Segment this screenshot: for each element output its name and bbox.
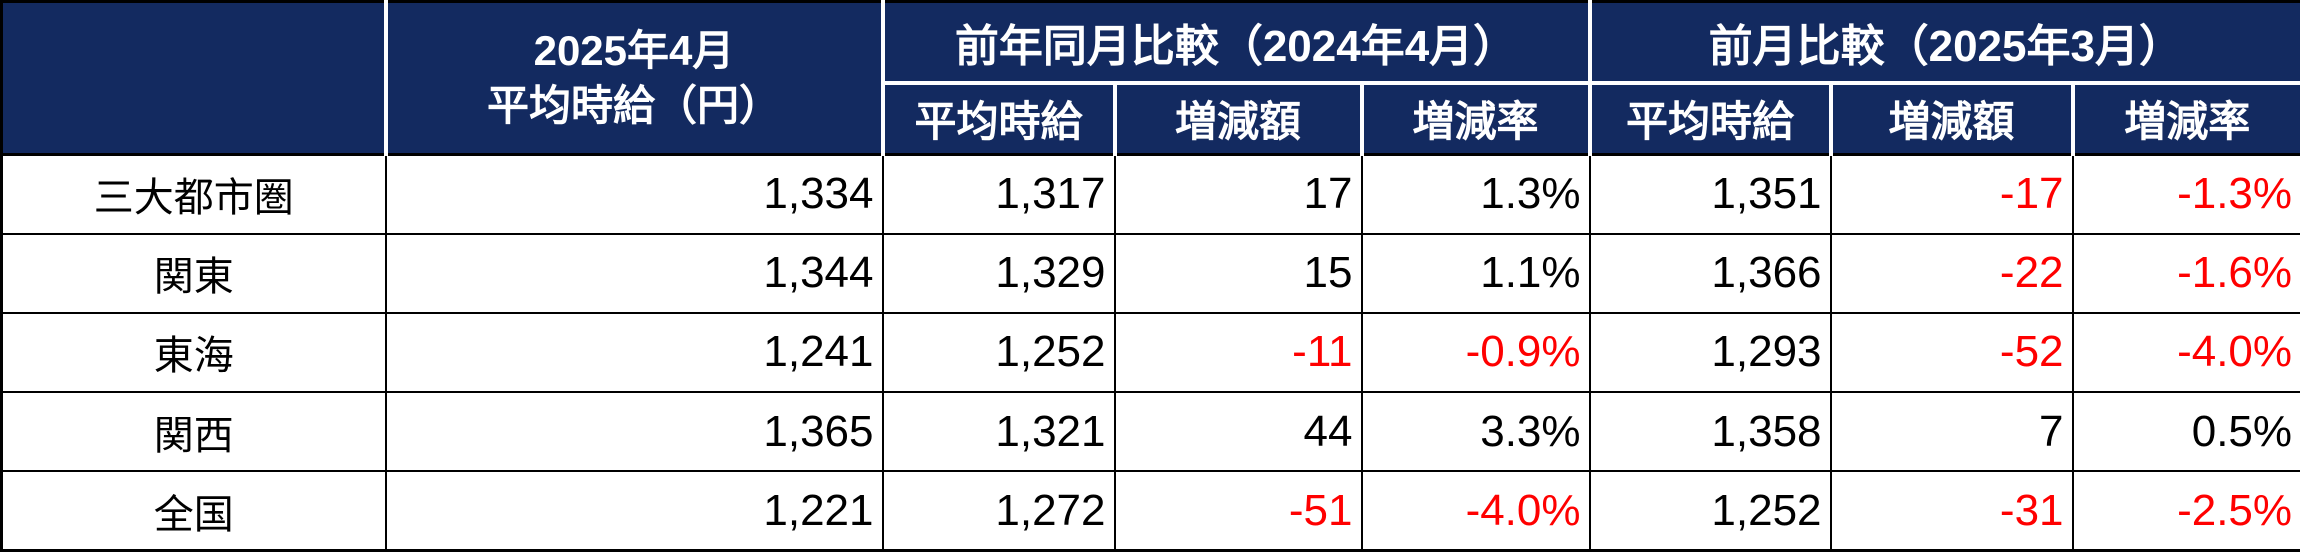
value-cell: 15 bbox=[1113, 232, 1363, 314]
value-cell: 1,321 bbox=[881, 391, 1116, 473]
yoy-diff-amount-header: 増減額 bbox=[1112, 80, 1364, 156]
value-cell: 1,344 bbox=[384, 232, 884, 314]
yoy-avg-wage-header: 平均時給 bbox=[880, 80, 1117, 156]
value-cell: -2.5% bbox=[2071, 470, 2300, 552]
mom-diff-amount-header: 増減額 bbox=[1828, 80, 2075, 156]
mom-avg-wage-header: 平均時給 bbox=[1587, 80, 1833, 156]
yoy-diff-rate-header: 増減率 bbox=[1359, 80, 1592, 156]
value-cell: -17 bbox=[1829, 153, 2074, 235]
value-cell: 44 bbox=[1113, 391, 1363, 473]
header-sub-row: 平均時給 増減額 増減率 平均時給 増減額 増減率 bbox=[2, 80, 2300, 156]
value-cell: 1.3% bbox=[1360, 153, 1591, 235]
region-cell: 関西 bbox=[0, 391, 387, 473]
value-cell: 1,293 bbox=[1588, 311, 1832, 394]
value-cell: -22 bbox=[1829, 232, 2074, 314]
period-header-line1: 2025年4月 bbox=[533, 26, 735, 74]
region-cell: 全国 bbox=[0, 470, 387, 552]
value-cell: -4.0% bbox=[1360, 470, 1591, 552]
value-cell: 1,252 bbox=[881, 311, 1116, 394]
table-row: 関東 1,344 1,329 15 1.1% 1,366 -22 -1.6% bbox=[0, 232, 2300, 314]
value-cell: -51 bbox=[1113, 470, 1363, 552]
header-group-row: 2025年4月 平均時給（円） 前年同月比較（2024年4月） 前月比較（202… bbox=[0, 0, 2300, 156]
value-cell: -4.0% bbox=[2071, 311, 2300, 394]
value-cell: -0.9% bbox=[1360, 311, 1591, 394]
value-cell: 1,317 bbox=[881, 153, 1116, 235]
value-cell: 1,366 bbox=[1588, 232, 1832, 314]
value-cell: 1,241 bbox=[384, 311, 884, 394]
period-header-cell: 2025年4月 平均時給（円） bbox=[383, 0, 885, 156]
region-cell: 関東 bbox=[0, 232, 387, 314]
value-cell: -1.6% bbox=[2071, 232, 2300, 314]
value-cell: 1,329 bbox=[881, 232, 1116, 314]
value-cell: 7 bbox=[1829, 391, 2074, 473]
value-cell: -11 bbox=[1113, 311, 1363, 394]
value-cell: -31 bbox=[1829, 470, 2074, 552]
table-row: 東海 1,241 1,252 -11 -0.9% 1,293 -52 -4.0% bbox=[0, 311, 2300, 394]
value-cell: -1.3% bbox=[2071, 153, 2300, 235]
value-cell: 1,358 bbox=[1588, 391, 1832, 473]
value-cell: 1,334 bbox=[384, 153, 884, 235]
region-cell: 三大都市圏 bbox=[0, 153, 387, 235]
value-cell: 3.3% bbox=[1360, 391, 1591, 473]
value-cell: 1,351 bbox=[1588, 153, 1832, 235]
mom-group-header: 前月比較（2025年3月） bbox=[1587, 0, 2300, 85]
region-cell: 東海 bbox=[0, 311, 387, 394]
value-cell: 1,272 bbox=[881, 470, 1116, 552]
table-row: 全国 1,221 1,272 -51 -4.0% 1,252 -31 -2.5% bbox=[0, 470, 2300, 552]
mom-diff-rate-header: 増減率 bbox=[2070, 80, 2300, 156]
table-row: 関西 1,365 1,321 44 3.3% 1,358 7 0.5% bbox=[0, 391, 2300, 473]
value-cell: -52 bbox=[1829, 311, 2074, 394]
period-header-line2: 平均時給（円） bbox=[486, 82, 781, 129]
value-cell: 1.1% bbox=[1360, 232, 1591, 314]
value-cell: 17 bbox=[1113, 153, 1363, 235]
value-cell: 1,365 bbox=[384, 391, 884, 473]
yoy-group-header: 前年同月比較（2024年4月） bbox=[880, 0, 1592, 85]
value-cell: 0.5% bbox=[2071, 391, 2300, 473]
corner-header-cell bbox=[0, 0, 388, 156]
value-cell: 1,252 bbox=[1588, 470, 1832, 552]
value-cell: 1,221 bbox=[384, 470, 884, 552]
table-row: 三大都市圏 1,334 1,317 17 1.3% 1,351 -17 -1.3… bbox=[0, 153, 2300, 235]
